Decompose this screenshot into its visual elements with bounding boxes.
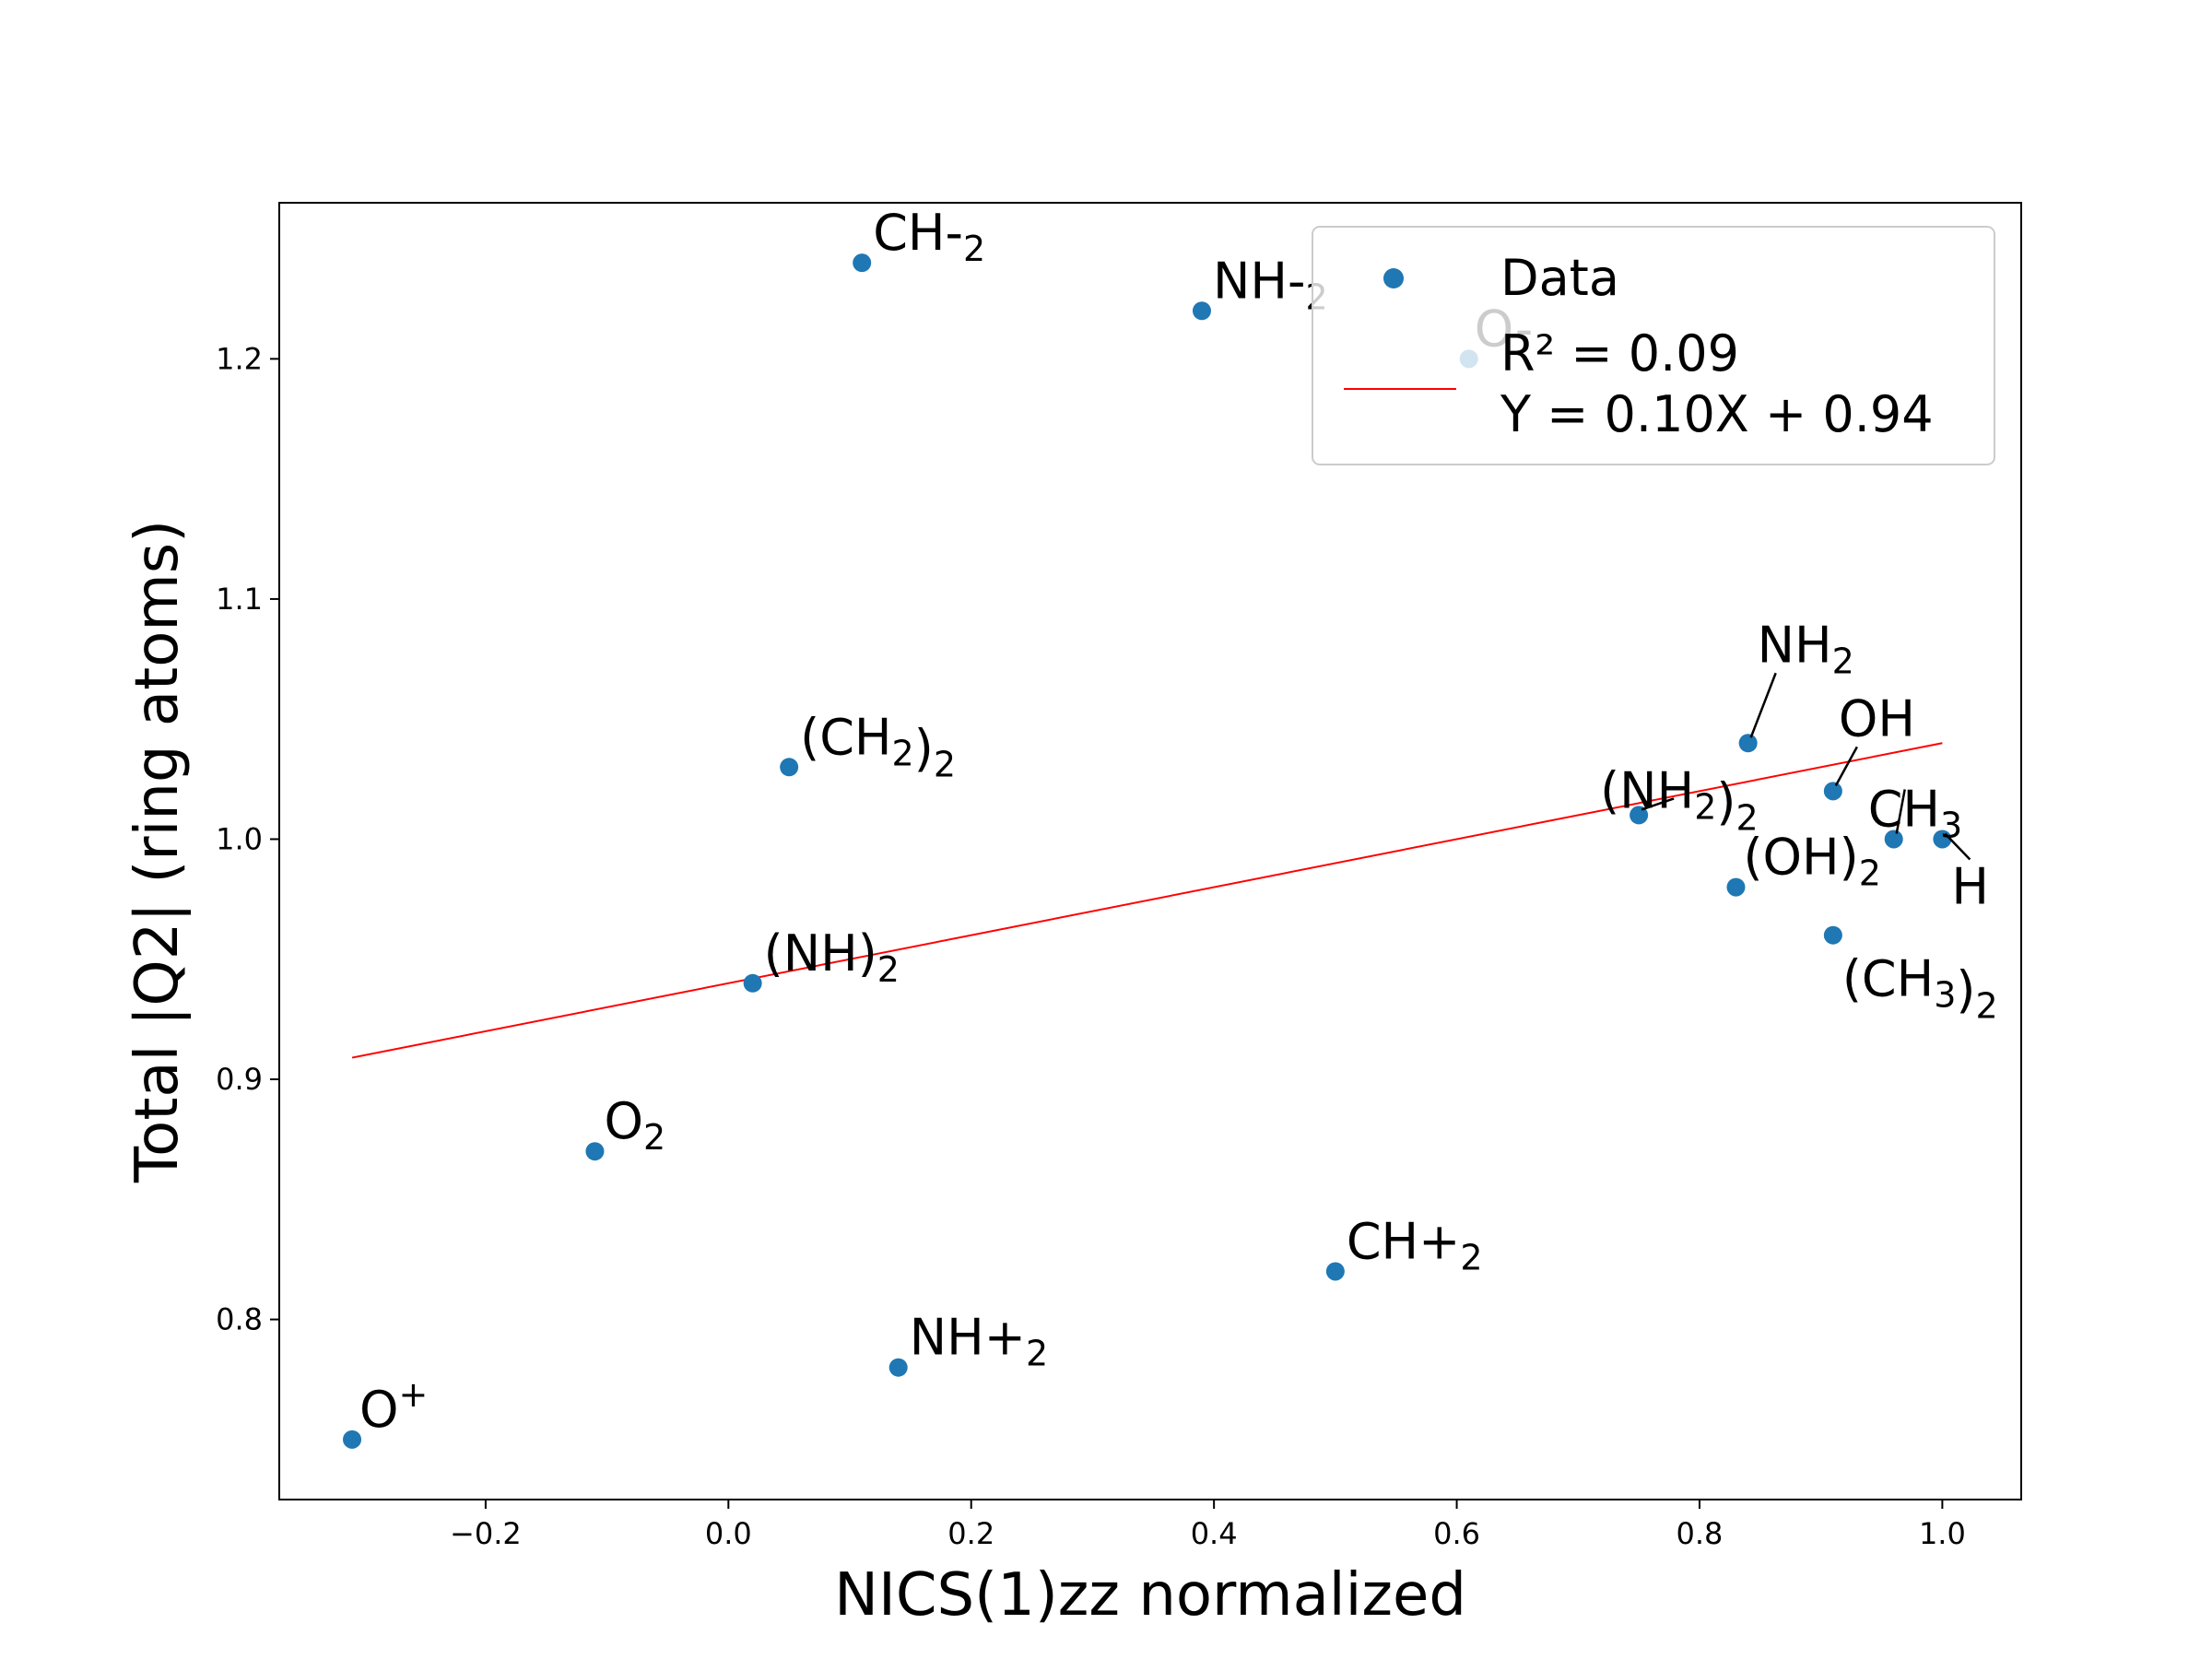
point-label: (OH)2 (1743, 829, 1880, 894)
point-label-subscript: 3 (1934, 975, 1956, 1016)
point-label: (NH2)2 (1600, 761, 1759, 838)
legend-data-label: Data (1500, 249, 1619, 307)
point-label-subscript: 2 (1026, 1334, 1048, 1374)
point-label: CH+2 (1347, 1212, 1483, 1277)
point-label: CH3 (1868, 780, 1963, 845)
annotation-arrow (1749, 672, 1777, 738)
point-label-text: (NH) (764, 924, 877, 982)
data-point (1325, 1262, 1345, 1281)
point-label-text: (CH (800, 708, 891, 766)
data-point (1192, 301, 1211, 321)
y-tick-label: 0.9 (216, 1062, 263, 1097)
point-label: CH-2 (873, 204, 985, 269)
plot-area: CH-2NH-2O-(CH2)2NH2OH(NH2)2CH3H(OH)2(CH3… (278, 202, 2022, 1500)
point-label-text: CH (1868, 780, 1940, 838)
point-label-text: O (604, 1092, 643, 1150)
point-label-subscript: 2 (963, 229, 985, 269)
point-label: O+ (359, 1374, 428, 1439)
point-label-text: NH (1758, 616, 1832, 674)
legend-fit-r2: R² = 0.09 (1500, 324, 1739, 382)
point-label-text: NH- (1213, 252, 1306, 310)
point-label: (CH3)2 (1842, 950, 1998, 1027)
data-point (1630, 806, 1649, 825)
point-label-text: (NH (1600, 761, 1694, 819)
y-tick-label: 0.8 (216, 1302, 263, 1337)
point-label-subscript: 2 (643, 1117, 665, 1158)
point-label-tail-subscript: 2 (934, 744, 956, 784)
data-point (1823, 925, 1842, 945)
x-axis-label: NICS(1)zz normalized (834, 1561, 1466, 1630)
point-label: (NH)2 (764, 924, 900, 990)
legend-box (1312, 226, 1995, 465)
data-point (585, 1142, 605, 1161)
x-tick-label: 0.8 (1677, 1516, 1724, 1551)
data-point (888, 1358, 908, 1377)
y-axis-label: Total |Q2| (ring atoms) (124, 520, 192, 1183)
axis-ticks: −0.2 0.0 0.2 0.4 0.6 0.8 1.0 0.8 0.9 1.0 1.1 1.2 (216, 341, 1966, 1551)
y-tick-label: 1.1 (216, 582, 263, 617)
data-point (1726, 877, 1746, 897)
x-tick-label: −0.2 (450, 1516, 522, 1551)
data-point (1738, 734, 1758, 753)
legend: Data R² = 0.09 Y = 0.10X + 0.94 (1312, 226, 1995, 465)
point-label-subscript: 2 (1832, 641, 1854, 681)
point-label-tail-subscript: 2 (1735, 797, 1758, 838)
point-label-superscript: + (399, 1374, 429, 1415)
point-label-tail: ) (914, 719, 934, 777)
data-point (780, 758, 799, 777)
x-tick-label: 0.2 (947, 1516, 994, 1551)
data-point (1884, 830, 1903, 849)
y-tick-label: 1.0 (216, 821, 263, 856)
point-label: NH+2 (910, 1309, 1048, 1374)
data-point (853, 253, 872, 273)
point-label-subscript: 2 (1694, 786, 1716, 827)
point-label-text: (CH (1842, 950, 1934, 1008)
y-tick-label: 1.2 (216, 341, 263, 376)
point-label-subscript: 2 (892, 733, 914, 773)
point-label-text: (OH) (1743, 829, 1858, 887)
annotation-arrow (1834, 746, 1858, 786)
point-label-subscript: 2 (877, 949, 900, 990)
point-label: H (1951, 857, 1989, 915)
point-label: NH-2 (1213, 252, 1328, 317)
annotation-arrow (1895, 789, 1906, 834)
point-label: NH2 (1758, 616, 1854, 681)
point-label-tail: ) (1956, 961, 1975, 1019)
data-point (1823, 782, 1842, 801)
annotation-arrow (1641, 797, 1675, 811)
x-tick-label: 0.4 (1191, 1516, 1238, 1551)
annotation-arrow (1944, 832, 1971, 861)
fit-line (351, 742, 1943, 1059)
point-label-text: CH+ (1347, 1212, 1461, 1270)
point-label: (CH2)2 (800, 708, 956, 784)
point-label: O2 (604, 1092, 665, 1158)
point-label-text: H (1951, 857, 1989, 915)
point-label-tail-subscript: 2 (1976, 986, 1998, 1027)
legend-fit-equation: Y = 0.10X + 0.94 (1500, 385, 1934, 443)
point-label-text: NH+ (910, 1309, 1026, 1367)
legend-data-marker (1383, 268, 1404, 288)
x-tick-label: 0.0 (705, 1516, 752, 1551)
x-tick-label: 1.0 (1919, 1516, 1966, 1551)
point-label-text: O (359, 1381, 399, 1439)
point-label-subscript: 2 (1460, 1237, 1482, 1277)
data-point (743, 973, 762, 993)
point-label-text: OH (1839, 689, 1915, 747)
point-label-tail: ) (1716, 772, 1735, 830)
point-label-subscript: 2 (1859, 853, 1881, 894)
axes-frame (278, 202, 2022, 1500)
point-label: OH (1839, 689, 1915, 747)
data-point (343, 1430, 362, 1449)
point-label-text: CH- (873, 204, 963, 262)
x-tick-label: 0.6 (1433, 1516, 1480, 1551)
